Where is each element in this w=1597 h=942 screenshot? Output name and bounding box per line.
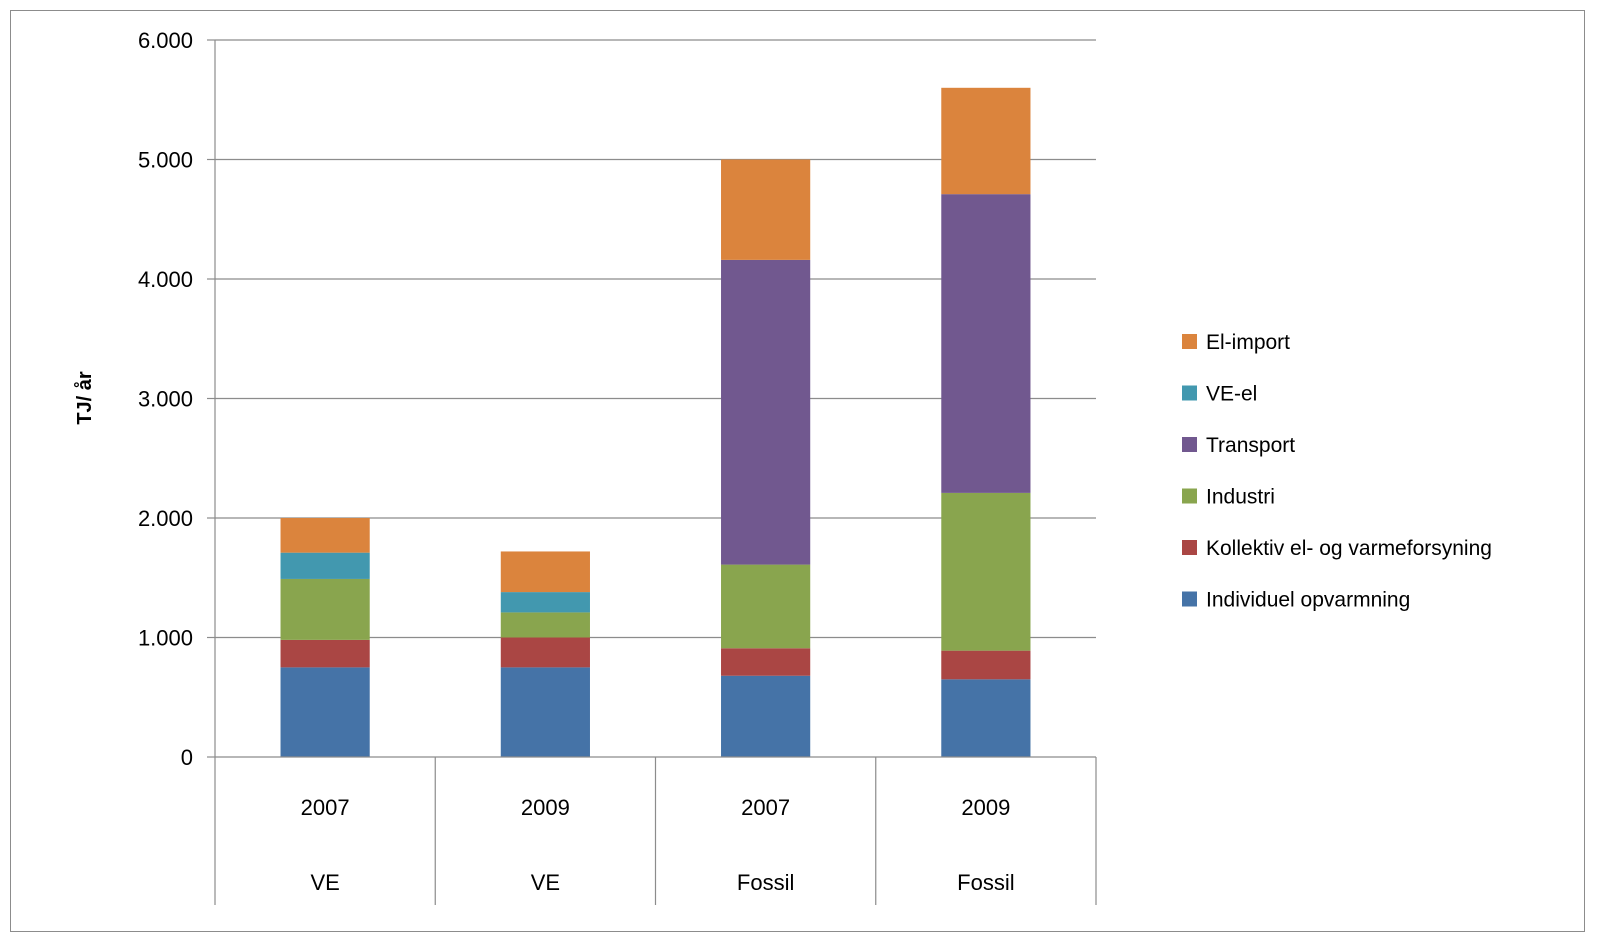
category-group-label: VE	[531, 870, 560, 895]
axes: 0 1.000 2.000 3.000 4.000 5.000 6.000 2007 VE 200…	[138, 28, 1097, 905]
bar-segment	[721, 259, 811, 565]
y-tick-label: 0	[181, 745, 193, 770]
bar-segment	[941, 679, 1031, 757]
bar-segment	[941, 87, 1031, 195]
bar-segment	[500, 592, 590, 613]
bar-segment	[280, 518, 370, 553]
legend-label: Transport	[1206, 434, 1295, 457]
bar-segment	[721, 564, 811, 649]
category-year-label: 2009	[961, 795, 1010, 820]
bar-segment	[500, 637, 590, 668]
legend-label: El-import	[1206, 331, 1290, 354]
y-tick-label: 3.000	[138, 387, 193, 412]
legend-swatch	[1182, 334, 1197, 349]
bars	[280, 87, 1031, 757]
legend-swatch	[1182, 591, 1197, 607]
category-group-label: Fossil	[737, 870, 794, 895]
category-year-label: 2007	[301, 795, 350, 820]
y-tick-label: 5.000	[138, 148, 193, 173]
bar-segment	[500, 551, 590, 593]
y-tick-label: 1.000	[138, 626, 193, 651]
bar-segment	[280, 578, 370, 640]
legend-swatch	[1182, 437, 1197, 452]
legend-label: Industri	[1206, 486, 1275, 509]
y-tick-label: 2.000	[138, 506, 193, 531]
bar-segment	[941, 194, 1031, 493]
bar-segment	[500, 667, 590, 757]
y-tick-label: 4.000	[138, 267, 193, 292]
legend-label: Kollektiv el- og varmeforsyning	[1206, 537, 1492, 560]
bar-segment	[280, 639, 370, 668]
category-group-label: VE	[310, 870, 339, 895]
bar-segment	[721, 159, 811, 260]
legend-swatch	[1182, 540, 1197, 555]
bar-segment	[721, 648, 811, 676]
category-year-label: 2007	[741, 795, 790, 820]
y-tick-label: 6.000	[138, 28, 193, 53]
bar-segment	[280, 667, 370, 757]
category-year-label: 2009	[521, 795, 570, 820]
bar-segment	[941, 650, 1031, 680]
legend-swatch	[1182, 488, 1197, 504]
bar-segment	[721, 675, 811, 757]
bar-segment	[280, 552, 370, 579]
legend: El-import VE-el Transport Industri Kollektiv…	[1182, 331, 1492, 612]
legend-label: VE-el	[1206, 383, 1257, 406]
legend-swatch	[1182, 385, 1197, 401]
bar-segment	[500, 612, 590, 638]
category-group-label: Fossil	[957, 870, 1014, 895]
y-axis-title: TJ/ år	[73, 371, 96, 425]
bar-segment	[941, 492, 1031, 651]
legend-label: Individuel opvarmning	[1206, 589, 1410, 612]
